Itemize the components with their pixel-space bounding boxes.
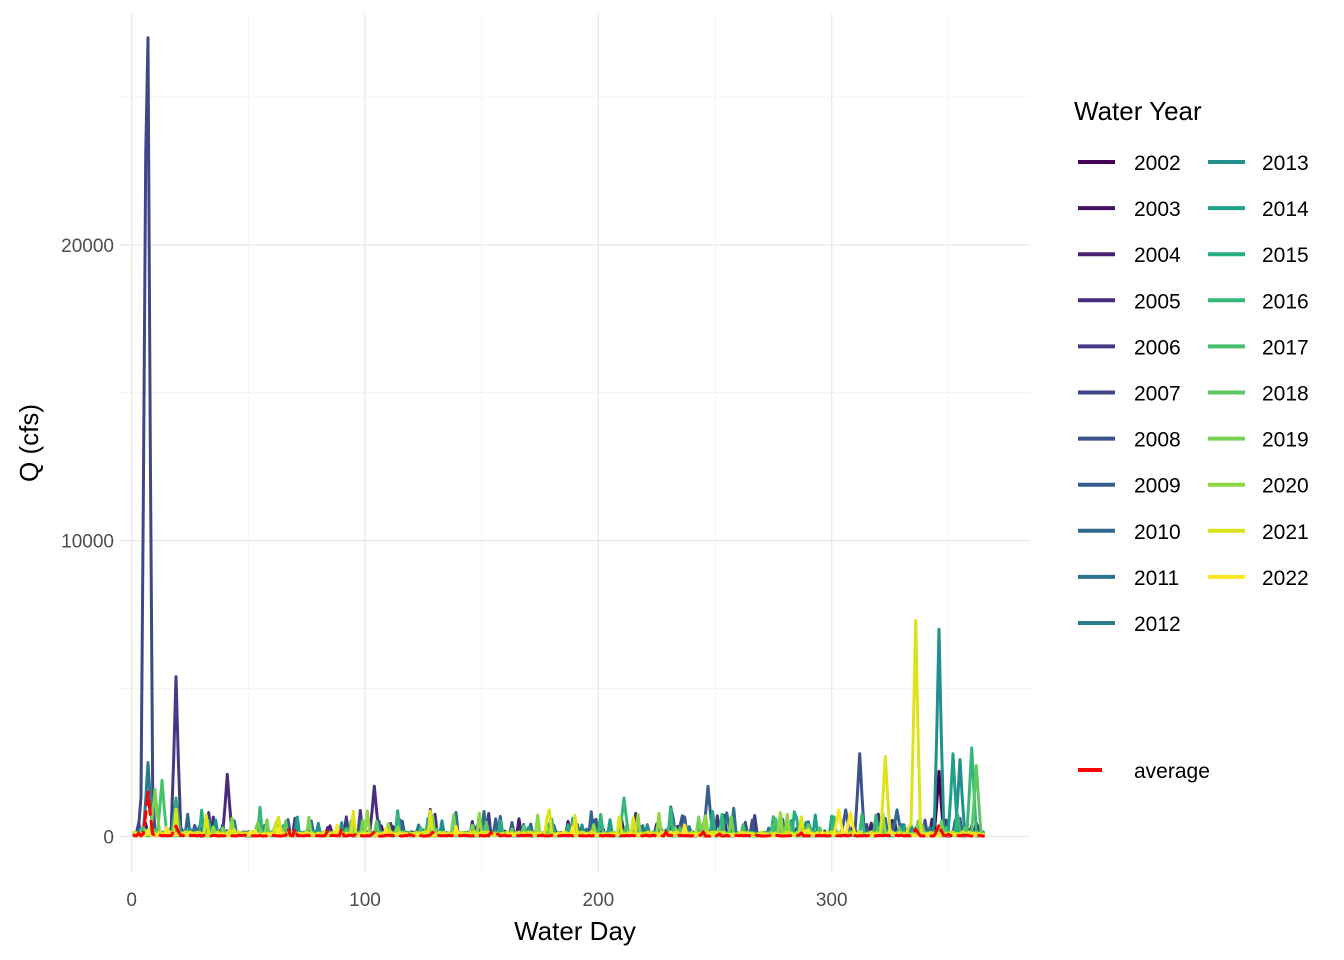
legend-item-2017: 2017 — [1208, 336, 1309, 359]
series-line-average — [132, 790, 985, 838]
legend-label: 2018 — [1262, 383, 1309, 406]
y-axis-title: Q (cfs) — [14, 404, 44, 482]
legend-item-2010: 2010 — [1078, 521, 1181, 544]
legend-label: 2016 — [1262, 290, 1309, 313]
legend-item-2020: 2020 — [1208, 475, 1309, 498]
legend-label: 2015 — [1262, 244, 1309, 267]
x-tick-label: 0 — [126, 890, 137, 911]
legend-label: 2006 — [1134, 336, 1181, 359]
legend-item-2018: 2018 — [1208, 383, 1309, 406]
legend-label: 2007 — [1134, 383, 1181, 406]
legend-item-2013: 2013 — [1208, 152, 1309, 175]
legend-label: 2020 — [1262, 475, 1309, 498]
legend-label: 2002 — [1134, 152, 1181, 175]
legend-item-2006: 2006 — [1078, 336, 1181, 359]
legend-label: 2004 — [1134, 244, 1181, 267]
legend-item-2021: 2021 — [1208, 521, 1309, 544]
legend-label: 2012 — [1134, 613, 1181, 636]
legend-label: 2013 — [1262, 152, 1309, 175]
x-tick-label: 100 — [349, 890, 381, 911]
y-tick-label: 0 — [103, 827, 114, 848]
series-lines — [132, 36, 985, 838]
legend-label: average — [1134, 760, 1210, 783]
grid — [120, 14, 1030, 872]
legend-item-2008: 2008 — [1078, 429, 1181, 452]
legend-item-2022: 2022 — [1208, 567, 1309, 590]
x-tick-label: 200 — [582, 890, 614, 911]
legend-label: 2003 — [1134, 198, 1181, 221]
legend: Water Year 20022003200420052006200720082… — [1074, 96, 1309, 783]
legend-items: 2002 2003 2004 2005 2006 2007 2008 2009 2010 2011… — [1078, 152, 1309, 783]
legend-item-2002: 2002 — [1078, 152, 1181, 175]
legend-label: 2017 — [1262, 336, 1309, 359]
legend-label: 2022 — [1262, 567, 1309, 590]
legend-title: Water Year — [1074, 96, 1202, 126]
legend-item-2009: 2009 — [1078, 475, 1181, 498]
y-tick-label: 10000 — [61, 532, 114, 553]
legend-item-2019: 2019 — [1208, 429, 1309, 452]
legend-label: 2021 — [1262, 521, 1309, 544]
legend-label: 2009 — [1134, 475, 1181, 498]
legend-item-2016: 2016 — [1208, 290, 1309, 313]
legend-item-2005: 2005 — [1078, 290, 1181, 313]
legend-item-2014: 2014 — [1208, 198, 1309, 221]
x-tick-label: 300 — [816, 890, 848, 911]
legend-label: 2011 — [1134, 567, 1179, 590]
legend-item-2011: 2011 — [1078, 567, 1179, 590]
legend-label: 2014 — [1262, 198, 1309, 221]
y-tick-label: 20000 — [61, 236, 114, 257]
legend-label: 2005 — [1134, 290, 1181, 313]
legend-label: 2019 — [1262, 429, 1309, 452]
legend-item-2004: 2004 — [1078, 244, 1181, 267]
legend-item-2015: 2015 — [1208, 244, 1309, 267]
series-line-2007 — [132, 36, 985, 838]
legend-item-2007: 2007 — [1078, 383, 1181, 406]
x-axis-title: Water Day — [514, 916, 636, 946]
legend-item-2012: 2012 — [1078, 613, 1181, 636]
legend-label: 2010 — [1134, 521, 1181, 544]
legend-item-average: average — [1078, 760, 1210, 783]
legend-label: 2008 — [1134, 429, 1181, 452]
legend-item-2003: 2003 — [1078, 198, 1181, 221]
axis-ticks: 0 100 200 300 0 10000 20000 — [61, 236, 847, 911]
